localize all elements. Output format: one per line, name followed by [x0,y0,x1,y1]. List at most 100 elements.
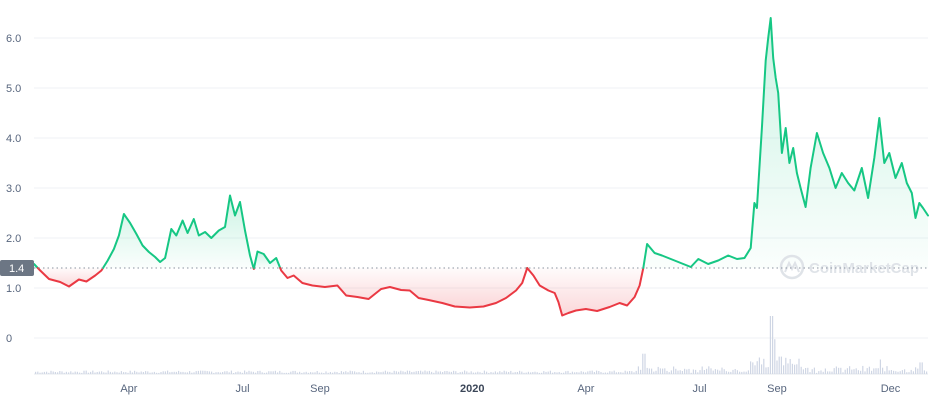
volume-bar [272,371,274,374]
volume-bar [123,372,125,374]
volume-bar [501,372,503,374]
y-axis: 6.0 5.0 4.0 3.0 2.0 1.0 0 [6,33,21,345]
volume-bar [351,371,353,374]
volume-bar [475,372,477,374]
volume-bar [807,367,809,374]
volume-bar [173,371,175,374]
volume-bar [217,372,219,374]
volume-bar [373,372,375,374]
volume-bar [831,371,833,374]
volume-bar [70,371,72,374]
y-tick-label: 4.0 [6,133,21,145]
volume-bar [886,366,888,374]
volume-bar [127,372,129,374]
volume-bar [321,372,323,374]
volume-bar [63,372,65,374]
volume-bar [926,371,928,374]
x-tick-label: Jul [235,383,249,395]
volume-bar [147,371,149,374]
volume-bar [140,371,142,374]
volume-bar [314,372,316,374]
volume-bar [87,372,89,374]
volume-bar [409,370,411,374]
volume-bar [252,371,254,374]
volume-bar [596,370,598,374]
volume-bar [191,372,193,374]
volume-bar [283,372,285,374]
volume-bar [600,372,602,374]
volume-bar [750,361,752,374]
volume-bar [917,368,919,374]
volume-bar [118,372,120,374]
volume-bar [897,371,899,374]
volume-bar [701,366,703,374]
volume-bar [554,372,556,374]
volume-bar [664,368,666,374]
volume-bar [860,370,862,374]
volume-bar [466,371,468,374]
volume-bar [279,370,281,374]
y-tick-label: 5.0 [6,83,21,95]
y-tick-label: 2.0 [6,233,21,245]
volume-bar [162,371,164,374]
area-fill-down [37,268,103,287]
volume-bar [609,371,611,374]
volume-bar [877,368,879,374]
volume-bar [743,371,745,374]
volume-bar [301,372,303,374]
volume-bar [457,372,459,374]
volume-bar [160,372,162,374]
volume-bar [494,371,496,374]
volume-bar [305,371,307,374]
volume-bar [316,371,318,374]
volume-bar [402,371,404,374]
volume-bar [303,372,305,374]
volume-bar [338,373,340,374]
volume-bar [94,372,96,374]
volume-bar [136,371,138,374]
volume-bar [591,370,593,374]
volume-bar [635,370,637,374]
volume-bar [395,371,397,374]
volume-bar [241,372,243,374]
volume-bar [376,371,378,374]
volume-bar [833,368,835,374]
volume-bar [794,364,796,374]
volume-bar [686,369,688,374]
volume-bar [332,372,334,374]
volume-bar [851,369,853,374]
volume-bar [805,368,807,374]
line-segment-down [526,267,645,317]
volume-bar [675,368,677,374]
volume-bar [800,366,802,374]
volume-bar [486,371,488,374]
volume-bar [268,371,270,374]
volume-bar [459,372,461,374]
volume-bar [98,371,100,374]
volume-bar [365,372,367,374]
volume-bar [224,371,226,374]
x-tick-label: Jul [692,383,706,395]
volume-bar [411,372,413,374]
volume-bar [59,371,61,374]
volume-bar [492,372,494,374]
volume-bar [846,368,848,374]
volume-bar [745,371,747,374]
volume-bar [890,370,892,374]
volume-bar [712,370,714,374]
x-tick-label: Sep [767,383,787,395]
volume-bar [604,372,606,374]
volume-bar [250,371,252,374]
volume-bar [228,372,230,374]
volume-bar [756,361,758,374]
volume-bar [899,371,901,374]
volume-bar [503,370,505,374]
volume-bar [151,372,153,374]
volume-bar [387,371,389,374]
volume-bar [904,369,906,374]
volume-bar [587,371,589,374]
volume-bar [422,371,424,374]
volume-bar [706,368,708,374]
volume-bar [219,372,221,374]
volume-bar [424,370,426,374]
